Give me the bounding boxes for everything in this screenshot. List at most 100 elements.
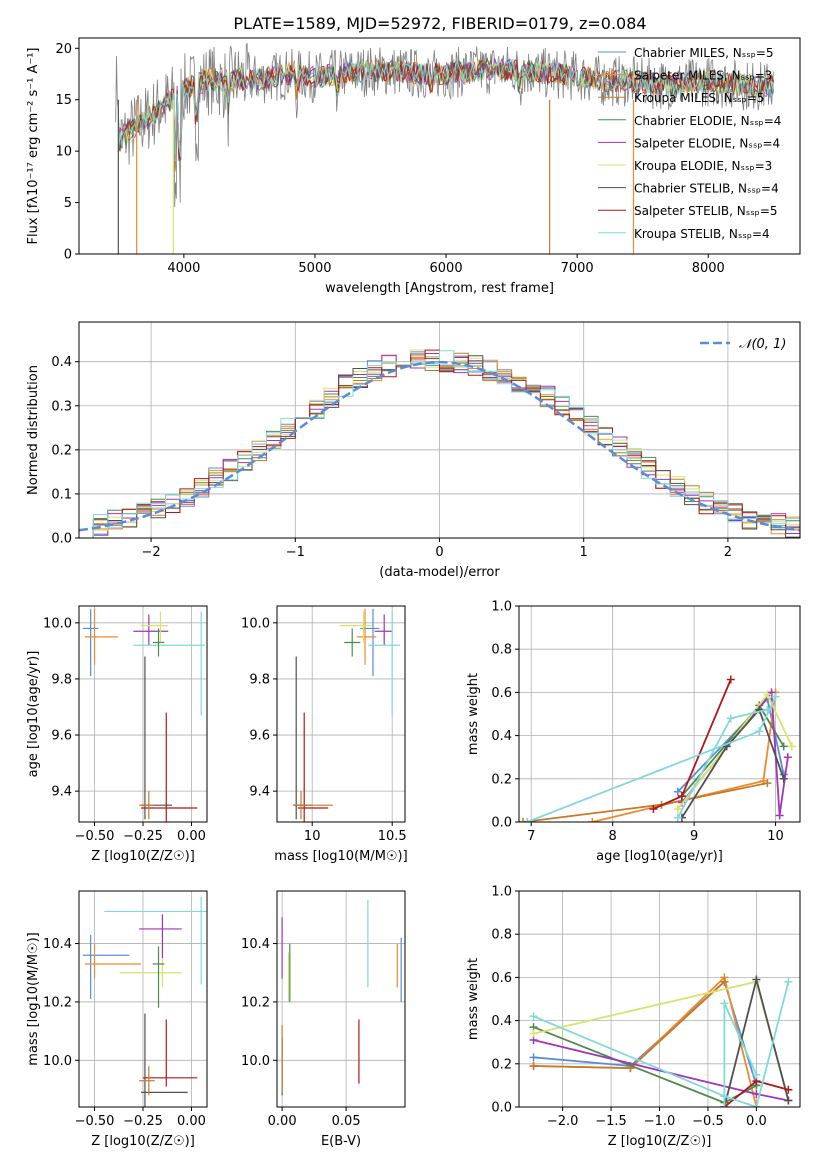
x-tick-label: −1.0 — [644, 1114, 676, 1129]
x-tick-label: 7000 — [561, 261, 594, 276]
weight-line-6 — [681, 707, 785, 819]
x-tick-label: 10.5 — [378, 829, 407, 844]
weight-marker — [673, 805, 682, 814]
y-tick-label: 10.0 — [43, 1054, 72, 1069]
x-tick-label: 1 — [580, 545, 588, 560]
x-tick-label: 6000 — [430, 261, 463, 276]
data-point-4 — [104, 896, 207, 985]
weight-marker — [775, 811, 784, 820]
y-axis-label: mass weight — [466, 673, 481, 755]
y-tick-label: 9.8 — [249, 672, 270, 687]
y-tick-label: 10 — [55, 145, 72, 160]
weight-marker — [529, 1053, 538, 1062]
chart-age-vs-mass: 10 10.5 9.4 9.6 9.8 10.0 mass [log10(M/M☉)] — [241, 605, 408, 864]
residual-legend: 𝒩(0, 1) — [700, 337, 786, 352]
weight-marker — [784, 1085, 793, 1094]
weight-marker — [726, 714, 735, 723]
y-axis-label: mass [log10(M/M☉)] — [26, 932, 41, 1065]
weight-marker — [726, 675, 735, 684]
plot-area — [82, 896, 207, 1107]
legend-label: Salpeter STELIB, Nₛₛₚ=5 — [634, 204, 778, 218]
y-tick-label: 0.2 — [491, 772, 512, 787]
y-tick-label: 1.0 — [491, 885, 512, 900]
weight-marker — [720, 999, 729, 1008]
x-tick-label: 9 — [690, 829, 698, 844]
x-tick-label: 0.00 — [177, 829, 206, 844]
chart-mass-vs-EBV: 0.00 0.05 10.0 10.2 10.4 E(B-V) — [241, 890, 406, 1149]
x-tick-label: 0 — [435, 545, 443, 560]
plot-area — [281, 899, 402, 1096]
data-point-7 — [141, 712, 198, 822]
plot-area — [115, 42, 774, 254]
x-tick-label: −1 — [286, 545, 305, 560]
weight-marker — [529, 1061, 538, 1070]
data-point-0 — [82, 934, 130, 999]
x-axis-label: Z [log10(Z/Z☉)] — [608, 1134, 712, 1149]
data-point-2 — [374, 614, 393, 646]
weight-marker — [720, 977, 729, 986]
x-tick-label: 0.0 — [746, 1114, 767, 1129]
weight-marker — [763, 690, 772, 699]
weight-marker — [763, 779, 772, 788]
x-tick-label: 5000 — [298, 261, 331, 276]
legend-label: Kroupa MILES, Nₛₛₚ=5 — [634, 91, 764, 105]
x-tick-label: 10 — [304, 829, 321, 844]
weight-marker — [783, 753, 792, 762]
y-tick-label: 0.2 — [491, 1057, 512, 1072]
legend-label: Salpeter ELODIE, Nₛₛₚ=4 — [634, 136, 780, 150]
legend-label: Chabrier ELODIE, Nₛₛₚ=4 — [634, 114, 781, 128]
y-tick-label: 10.4 — [43, 937, 72, 952]
x-axis-label: Z [log10(Z/Z☉)] — [91, 849, 195, 864]
plot-area — [293, 608, 401, 822]
x-axis-label: Z [log10(Z/Z☉)] — [91, 1134, 195, 1149]
data-point-8 — [139, 1066, 155, 1096]
data-point-3 — [141, 611, 169, 643]
chart-spectrum: 4000 5000 6000 7000 8000 0 5 10 15 20 wavelength [… — [26, 37, 801, 296]
y-tick-label: 0.3 — [51, 399, 72, 414]
y-tick-label: 0.4 — [491, 729, 512, 744]
model-spectrum-7 — [117, 59, 774, 161]
plot-area — [82, 608, 206, 822]
data-point-5 — [344, 628, 361, 657]
x-axis-label: E(B-V) — [321, 1134, 361, 1149]
chart-massweight-vs-age: 7 8 9 10 0.0 0.2 0.4 0.6 0.8 1.0 age [log10(age/yr… — [466, 600, 801, 864]
weight-marker — [673, 787, 682, 796]
x-tick-label: −0.50 — [75, 1114, 115, 1129]
y-tick-label: 1.0 — [491, 600, 512, 615]
weight-marker — [752, 1070, 761, 1079]
data-point-1 — [84, 608, 118, 665]
x-axis-label: (data-model)/error — [379, 565, 500, 580]
weight-marker — [779, 742, 788, 751]
legend-label-gaussian: 𝒩(0, 1) — [739, 337, 786, 352]
weight-marker — [519, 818, 528, 822]
chart-mass-vs-Z: −0.50 −0.25 0.00 10.0 10.2 10.4 Z [log10(Z/Z☉)… — [26, 890, 208, 1149]
plot-area — [79, 349, 800, 538]
legend-label: Salpeter MILES, Nₛₛₚ=3 — [634, 69, 772, 83]
data-point-2 — [133, 614, 169, 646]
chart-residuals: −2 −1 0 1 2 0.0 0.1 0.2 0.3 0.4 (data-model)/error… — [26, 321, 801, 580]
weight-marker — [529, 1012, 538, 1021]
x-axis-label: age [log10(age/yr)] — [596, 849, 723, 864]
y-tick-label: 9.4 — [249, 785, 270, 800]
legend-label: Chabrier STELIB, Nₛₛₚ=4 — [634, 182, 779, 196]
y-tick-label: 0.4 — [491, 1014, 512, 1029]
model-spectrum-8 — [117, 58, 774, 162]
y-tick-label: 0.2 — [51, 443, 72, 458]
legend-label: Kroupa STELIB, Nₛₛₚ=4 — [634, 227, 770, 241]
figure-title: PLATE=1589, MJD=52972, FIBERID=0179, z=0… — [233, 14, 646, 33]
weight-marker — [784, 1096, 793, 1105]
legend-label: Chabrier MILES, Nₛₛₚ=5 — [634, 46, 774, 60]
weight-marker — [767, 688, 776, 697]
weight-marker — [677, 792, 686, 801]
data-point-5 — [152, 628, 165, 657]
data-point-5 — [152, 946, 165, 1008]
data-point-1 — [357, 608, 377, 665]
x-tick-label: 0.00 — [268, 1114, 297, 1129]
x-tick-label: 4000 — [167, 261, 200, 276]
chart-age-vs-Z: −0.50 −0.25 0.00 9.4 9.6 9.8 10.0 Z [log10(Z/Z☉… — [26, 605, 208, 864]
y-tick-label: 0.4 — [51, 355, 72, 370]
data-point-3 — [339, 611, 372, 643]
y-tick-label: 0.6 — [491, 686, 512, 701]
data-point-8 — [139, 791, 155, 820]
x-tick-label: 10 — [767, 829, 784, 844]
